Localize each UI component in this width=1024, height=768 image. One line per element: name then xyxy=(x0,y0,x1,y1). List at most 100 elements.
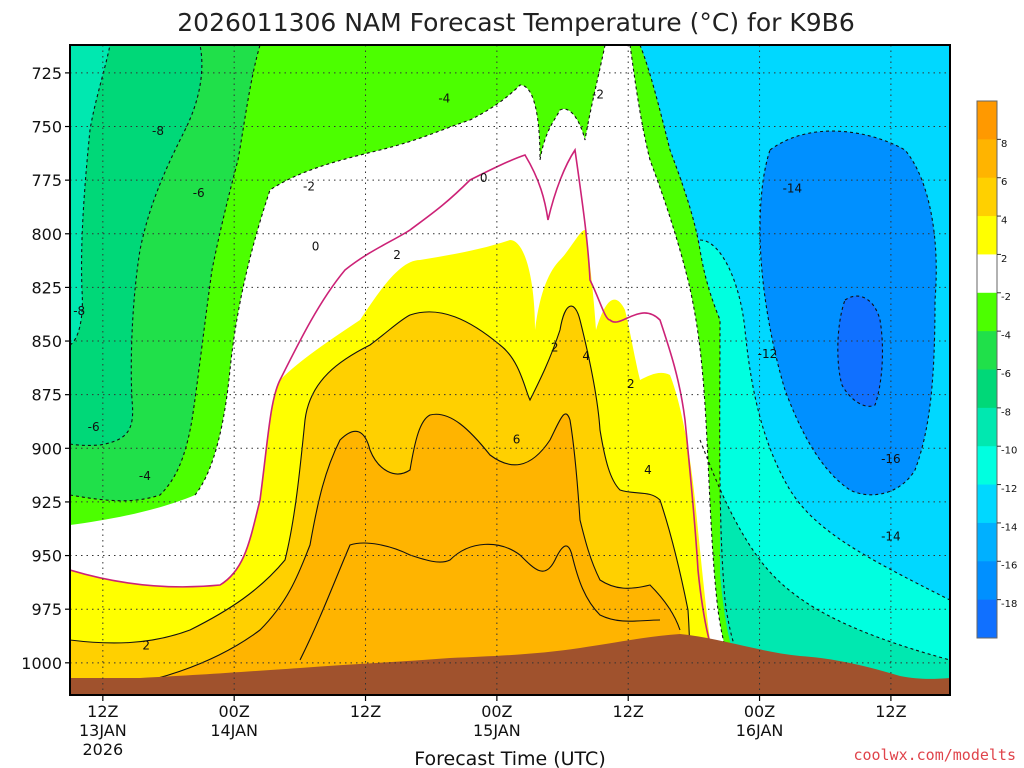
colorbar-swatch xyxy=(977,484,997,524)
contour-plus-2 xyxy=(70,305,691,695)
colorbar-label: 4 xyxy=(1001,215,1007,226)
contour-label: 4 xyxy=(582,349,590,363)
colorbar-swatch xyxy=(977,522,997,562)
colorbar-swatch xyxy=(977,139,997,179)
credit-link[interactable]: coolwx.com/modelts xyxy=(853,746,1016,764)
terrain-ground xyxy=(70,634,950,695)
y-tick-label: 975 xyxy=(31,600,62,619)
contour-label: -4 xyxy=(139,469,151,483)
y-tick-label: 725 xyxy=(31,64,62,83)
band-plus-6 xyxy=(70,413,680,695)
colorbar-label: -4 xyxy=(1001,331,1011,342)
colorbar-label: -12 xyxy=(1001,484,1017,495)
x-tick-label: 12Z xyxy=(350,702,381,721)
band-minus-10 xyxy=(700,440,950,695)
colorbar-label: 8 xyxy=(1001,139,1007,150)
contour-minus-6 xyxy=(70,45,203,446)
x-tick-label: 15JAN xyxy=(473,721,521,740)
contour-label: -8 xyxy=(152,124,164,138)
colorbar-label: -16 xyxy=(1001,561,1017,572)
x-axis-title: Forecast Time (UTC) xyxy=(414,748,605,768)
y-axis: 725 750 775 800 825 850 875 900 925 950 975 1000 xyxy=(21,64,70,673)
contour-label: 2 xyxy=(627,377,635,391)
contour-label-layer: -8 -4 -2 -6 -2 0 -14 0 2 -8 2 4 -12 2 -6 6 -16 -4 4 -14 2 xyxy=(73,87,900,652)
contour-label: 0 xyxy=(312,240,320,254)
contour-minus-8 xyxy=(70,45,111,346)
x-tick-label: 16JAN xyxy=(736,721,784,740)
colorbar-label: -18 xyxy=(1001,599,1017,610)
colorbar: 8 6 4 2 -2 -4 -6 -8 -10 -12 -14 -16 -18 xyxy=(976,100,1017,639)
contour-label: 0 xyxy=(480,171,488,185)
x-tick-label: 00Z xyxy=(744,702,775,721)
colorbar-swatch xyxy=(977,446,997,486)
plot-area xyxy=(70,45,950,695)
contour-label: 4 xyxy=(644,463,652,477)
contour-minus-4b xyxy=(639,45,761,695)
y-tick-label: 750 xyxy=(31,118,62,137)
colorbar-label: -14 xyxy=(1001,522,1017,533)
colorbar-swatch xyxy=(977,599,997,639)
contour-plus-4 xyxy=(70,413,681,691)
x-tick-label: 12Z xyxy=(87,702,118,721)
contour-label: 2 xyxy=(142,639,150,653)
colorbar-swatch xyxy=(977,331,997,370)
y-tick-label: 775 xyxy=(31,171,62,190)
colorbar-swatch xyxy=(977,407,997,447)
contour-label: -2 xyxy=(592,87,604,101)
x-tick-label: 2026 xyxy=(82,740,123,759)
contour-minus-16 xyxy=(837,295,883,407)
contour-lines xyxy=(70,45,950,695)
colorbar-label: 2 xyxy=(1001,254,1007,265)
x-tick-label: 12Z xyxy=(875,702,906,721)
band-minus-10-left xyxy=(70,45,110,345)
x-tick-label: 13JAN xyxy=(79,721,127,740)
y-tick-label: 850 xyxy=(31,332,62,351)
contour-minus-14 xyxy=(759,130,937,496)
y-tick-label: 900 xyxy=(31,439,62,458)
colorbar-label: -6 xyxy=(1001,369,1011,380)
colorbar-swatch xyxy=(977,101,997,140)
y-tick-label: 800 xyxy=(31,225,62,244)
colorbar-swatch xyxy=(977,254,997,294)
x-tick-label: 14JAN xyxy=(210,721,258,740)
y-tick-label: 875 xyxy=(31,386,62,405)
contour-minus-12 xyxy=(699,239,950,601)
colorbar-swatch xyxy=(977,561,997,601)
contour-label: 2 xyxy=(551,340,559,354)
colorbar-label: -2 xyxy=(1001,292,1011,303)
contour-label: -8 xyxy=(73,304,85,318)
contour-zero xyxy=(70,147,716,661)
contour-label: -6 xyxy=(88,420,100,434)
colorbar-label: -8 xyxy=(1001,407,1011,418)
contour-label: -6 xyxy=(193,186,205,200)
contour-label: -14 xyxy=(881,529,901,543)
colorbar-swatch xyxy=(977,369,997,409)
contour-minus-2 xyxy=(194,45,606,496)
colorbar-swatch xyxy=(977,177,997,217)
contour-label: -16 xyxy=(881,452,901,466)
contour-label: -4 xyxy=(438,92,450,106)
y-tick-label: 925 xyxy=(31,493,62,512)
contour-plus-6 xyxy=(299,542,661,661)
colorbar-swatch xyxy=(977,292,997,332)
contour-minus-8-right xyxy=(699,439,950,661)
y-tick-label: 1000 xyxy=(21,654,62,673)
chart-title: 2026011306 NAM Forecast Temperature (°C)… xyxy=(177,8,854,37)
contour-label: 6 xyxy=(513,433,521,447)
contour-label: -2 xyxy=(303,180,315,194)
plot-frame xyxy=(69,44,951,696)
contour-label: -14 xyxy=(783,182,803,196)
contour-minus-2b xyxy=(629,45,741,695)
y-tick-label: 825 xyxy=(31,278,62,297)
contour-label: -12 xyxy=(758,347,778,361)
grid-lines xyxy=(70,45,950,695)
contour-label: 2 xyxy=(393,248,401,262)
y-tick-label: 950 xyxy=(31,547,62,566)
x-tick-label: 00Z xyxy=(481,702,512,721)
colorbar-swatch xyxy=(977,216,997,255)
contour-minus-4 xyxy=(70,45,261,502)
x-tick-label: 12Z xyxy=(613,702,644,721)
band-minus-18 xyxy=(837,296,883,407)
